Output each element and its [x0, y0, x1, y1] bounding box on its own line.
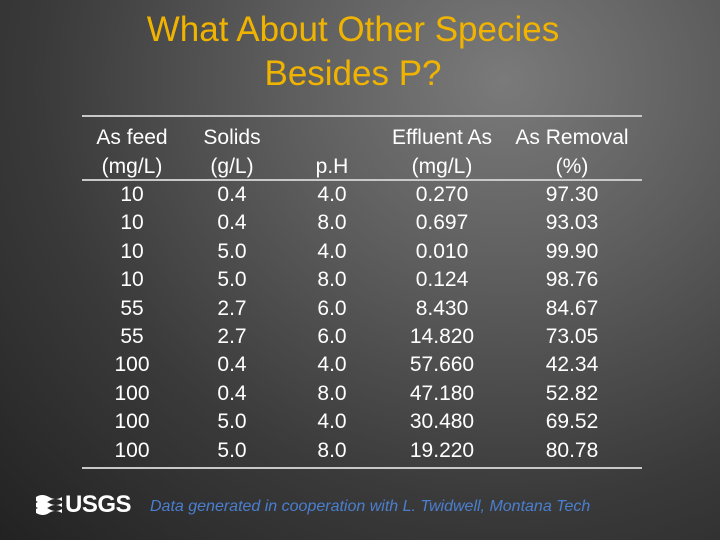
header-effluent-as: Effluent As (mg/L) — [382, 123, 502, 181]
table-row: 100 5.0 8.0 19.220 80.78 — [82, 437, 642, 465]
table-header-row: As feed (mg/L) Solids (g/L) p.H Effluent… — [82, 117, 642, 179]
table-row: 100 5.0 4.0 30.480 69.52 — [82, 408, 642, 436]
header-effluent-as-line-2: (mg/L) — [411, 155, 473, 178]
header-solids-line-1: Solids — [203, 126, 261, 149]
table-cell: 100 — [114, 410, 150, 434]
table-cell: 5.0 — [217, 268, 247, 292]
usgs-logo: USGS — [36, 491, 132, 519]
table-cell: 0.4 — [217, 211, 247, 235]
usgs-logo-text: USGS — [65, 491, 132, 518]
table-row: 10 0.4 4.0 0.270 97.30 — [82, 181, 642, 209]
header-ph-label: p.H — [315, 155, 349, 178]
header-as-feed: As feed (mg/L) — [82, 123, 182, 181]
table-row: 10 5.0 8.0 0.124 98.76 — [82, 266, 642, 294]
table-cell: 100 — [114, 353, 150, 377]
table-cell: 47.180 — [409, 381, 475, 405]
table-cell: 8.0 — [317, 211, 347, 235]
table-cell: 10 — [120, 239, 144, 263]
table-cell: 0.4 — [217, 183, 247, 206]
table-cell: 0.4 — [217, 353, 247, 377]
table-cell: 4.0 — [317, 239, 347, 263]
table-cell: 8.0 — [317, 438, 347, 462]
header-as-removal: As Removal (%) — [502, 123, 642, 181]
table-cell: 99.90 — [545, 239, 599, 263]
slide-title-line-2: Besides P? — [264, 54, 442, 93]
table-cell: 100 — [114, 381, 150, 405]
table-row: 100 0.4 4.0 57.660 42.34 — [82, 351, 642, 379]
table-cell: 98.76 — [545, 268, 599, 292]
table-cell: 19.220 — [409, 438, 475, 462]
table-row: 55 2.7 6.0 14.820 73.05 — [82, 323, 642, 351]
table-cell: 6.0 — [317, 296, 347, 320]
table-cell: 10 — [120, 183, 144, 206]
table-cell: 30.480 — [409, 410, 475, 434]
table-cell: 57.660 — [409, 353, 475, 377]
table-cell: 4.0 — [317, 410, 347, 434]
data-table: As feed (mg/L) Solids (g/L) p.H Effluent… — [82, 115, 642, 469]
table-cell: 55 — [120, 324, 144, 348]
header-as-feed-line-1: As feed — [96, 126, 168, 149]
table-cell: 10 — [120, 211, 144, 235]
table-cell: 80.78 — [545, 438, 599, 462]
table-cell: 100 — [114, 438, 150, 462]
table-body: 10 0.4 4.0 0.270 97.30 10 0.4 8.0 0.697 93.03 10 5.… — [82, 181, 642, 465]
usgs-wave-icon — [36, 495, 62, 515]
header-effluent-as-line-1: Effluent As — [391, 126, 493, 149]
table-bottom-rule — [82, 466, 642, 469]
table-cell: 5.0 — [217, 438, 247, 462]
table-cell: 42.34 — [545, 353, 599, 377]
table-cell: 5.0 — [217, 410, 247, 434]
table-cell: 4.0 — [317, 183, 347, 206]
table-cell: 73.05 — [545, 324, 599, 348]
table-cell: 10 — [120, 268, 144, 292]
table-cell: 52.82 — [545, 381, 599, 405]
table-cell: 8.0 — [317, 268, 347, 292]
table-cell: 8.0 — [317, 381, 347, 405]
table-cell: 0.124 — [415, 268, 469, 292]
table-cell: 8.430 — [415, 296, 469, 320]
table-cell: 5.0 — [217, 239, 247, 263]
table-header-rule — [82, 179, 642, 181]
table-cell: 69.52 — [545, 410, 599, 434]
table-cell: 0.4 — [217, 381, 247, 405]
table-row: 10 5.0 4.0 0.010 99.90 — [82, 238, 642, 266]
header-ph: p.H — [282, 152, 382, 181]
table-cell: 84.67 — [545, 296, 599, 320]
table-cell: 97.30 — [545, 183, 599, 206]
slide-title-line-1: What About Other Species — [146, 10, 560, 49]
table-cell: 2.7 — [217, 324, 247, 348]
table-cell: 93.03 — [545, 211, 599, 235]
table-cell: 14.820 — [409, 324, 475, 348]
table-top-rule — [82, 115, 642, 117]
table-cell: 0.697 — [415, 211, 469, 235]
header-solids-line-2: (g/L) — [210, 155, 254, 178]
table-row: 10 0.4 8.0 0.697 93.03 — [82, 209, 642, 237]
table-cell: 4.0 — [317, 353, 347, 377]
header-as-feed-line-2: (mg/L) — [101, 155, 163, 178]
table-cell: 55 — [120, 296, 144, 320]
table-cell: 6.0 — [317, 324, 347, 348]
table-row: 100 0.4 8.0 47.180 52.82 — [82, 380, 642, 408]
table-cell: 0.010 — [415, 239, 469, 263]
header-as-removal-line-2: (%) — [555, 155, 589, 178]
header-solids: Solids (g/L) — [182, 123, 282, 181]
table-cell: 2.7 — [217, 296, 247, 320]
slide-title: What About Other Species Besides P? — [0, 8, 706, 96]
header-as-removal-line-1: As Removal — [515, 126, 629, 149]
table-row: 55 2.7 6.0 8.430 84.67 — [82, 295, 642, 323]
footer-credit: Data generated in cooperation with L. Tw… — [150, 498, 591, 515]
table-cell: 0.270 — [415, 183, 469, 206]
